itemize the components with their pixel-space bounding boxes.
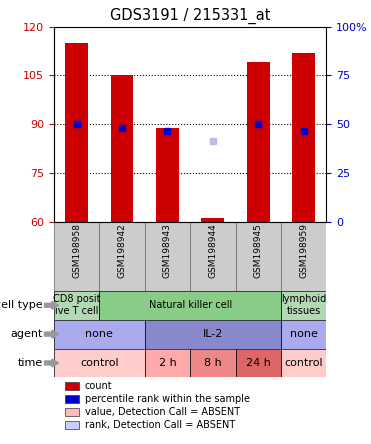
Bar: [99, 291, 281, 320]
Text: 2 h: 2 h: [158, 358, 176, 368]
Bar: [54, 222, 99, 291]
Text: 24 h: 24 h: [246, 358, 271, 368]
Bar: [99, 222, 145, 291]
Bar: [281, 349, 326, 377]
Text: control: control: [285, 358, 323, 368]
Text: IL-2: IL-2: [203, 329, 223, 339]
Text: rank, Detection Call = ABSENT: rank, Detection Call = ABSENT: [85, 420, 235, 430]
Bar: [145, 222, 190, 291]
Bar: [145, 349, 190, 377]
Text: Natural killer cell: Natural killer cell: [148, 300, 232, 310]
Text: GSM198958: GSM198958: [72, 223, 81, 278]
Text: none: none: [85, 329, 113, 339]
Text: GSM198942: GSM198942: [118, 223, 127, 278]
Bar: [54, 291, 99, 320]
Bar: [201, 219, 224, 222]
Bar: [54, 349, 145, 377]
Text: value, Detection Call = ABSENT: value, Detection Call = ABSENT: [85, 407, 240, 417]
Bar: [281, 291, 326, 320]
Text: control: control: [80, 358, 119, 368]
Text: time: time: [17, 358, 43, 368]
Bar: [111, 75, 133, 222]
Bar: [156, 127, 179, 222]
Text: GSM198944: GSM198944: [209, 223, 217, 278]
Text: cell type: cell type: [0, 300, 43, 310]
Bar: [145, 320, 281, 349]
Bar: [281, 222, 326, 291]
Bar: [292, 53, 315, 222]
Bar: [236, 349, 281, 377]
Text: agent: agent: [10, 329, 43, 339]
Text: lymphoid
tissues: lymphoid tissues: [281, 294, 326, 316]
Text: GSM198943: GSM198943: [163, 223, 172, 278]
Text: GSM198959: GSM198959: [299, 223, 308, 278]
Bar: [281, 320, 326, 349]
Bar: [236, 222, 281, 291]
Text: none: none: [290, 329, 318, 339]
Bar: [201, 219, 224, 222]
Bar: [190, 222, 236, 291]
Bar: [190, 349, 236, 377]
Title: GDS3191 / 215331_at: GDS3191 / 215331_at: [110, 8, 270, 24]
Bar: [65, 43, 88, 222]
Text: percentile rank within the sample: percentile rank within the sample: [85, 394, 250, 404]
Bar: [247, 63, 270, 222]
Bar: [54, 320, 145, 349]
Text: CD8 posit
ive T cell: CD8 posit ive T cell: [53, 294, 100, 316]
Bar: [201, 218, 224, 222]
Text: GSM198945: GSM198945: [254, 223, 263, 278]
Text: 8 h: 8 h: [204, 358, 222, 368]
Text: count: count: [85, 381, 112, 391]
